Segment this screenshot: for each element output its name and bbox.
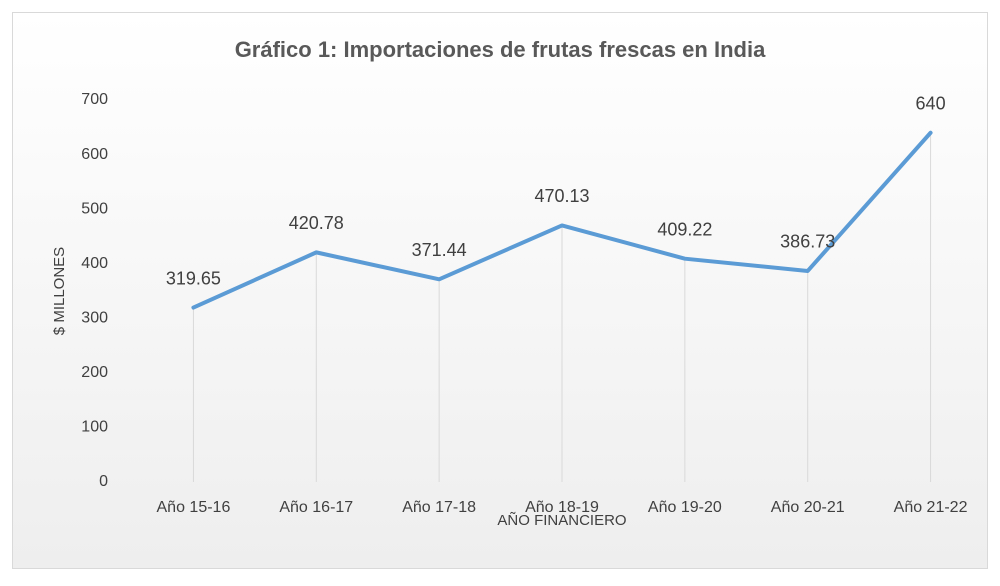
x-tick-label: Año 21-22 <box>894 499 968 516</box>
y-tick-label: 600 <box>81 146 108 163</box>
y-tick-label: 500 <box>81 200 108 217</box>
x-tick-label: Año 19-20 <box>648 499 722 516</box>
x-tick-label: Año 18-19 <box>525 499 599 516</box>
chart-title: Gráfico 1: Importaciones de frutas fresc… <box>235 37 766 62</box>
y-tick-label: 100 <box>81 419 108 436</box>
x-axis-label: AÑO FINANCIERO <box>497 512 626 529</box>
y-tick-label: 0 <box>99 473 108 490</box>
data-label: 409.22 <box>657 219 712 239</box>
data-label: 386.73 <box>780 232 835 252</box>
y-tick-label: 300 <box>81 310 108 327</box>
data-label: 319.65 <box>166 268 221 288</box>
data-label: 420.78 <box>289 213 344 233</box>
data-label: 470.13 <box>534 186 589 206</box>
y-tick-label: 200 <box>81 364 108 381</box>
x-tick-label: Año 17-18 <box>402 499 476 516</box>
data-label: 371.44 <box>412 240 467 260</box>
data-label: 640 <box>916 93 946 113</box>
x-tick-label: Año 15-16 <box>157 499 231 516</box>
chart-frame <box>12 12 988 569</box>
y-tick-label: 700 <box>81 91 108 108</box>
x-tick-label: Año 20-21 <box>771 499 845 516</box>
y-axis-label: $ MILLONES <box>51 247 68 335</box>
y-tick-label: 400 <box>81 255 108 272</box>
data-line <box>191 130 933 310</box>
x-tick-label: Año 16-17 <box>279 499 353 516</box>
